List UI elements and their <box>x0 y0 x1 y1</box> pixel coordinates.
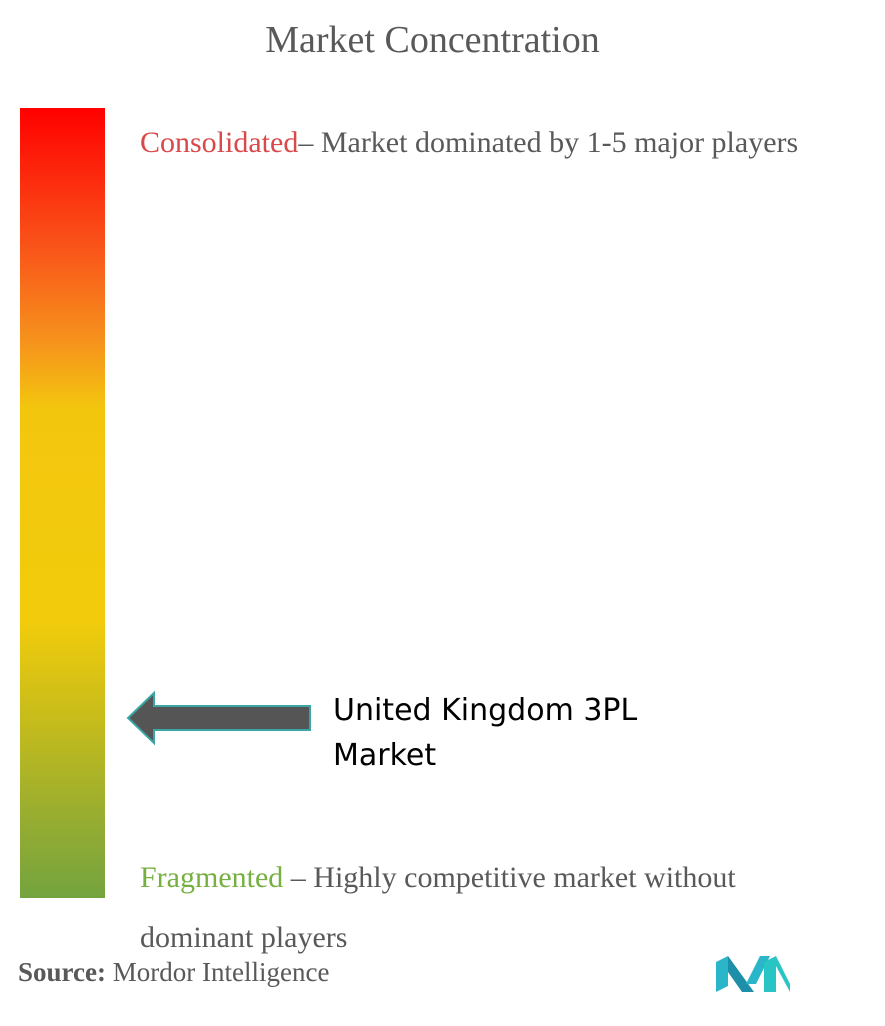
fragmented-label: Fragmented <box>140 861 284 894</box>
consolidated-label: Consolidated <box>140 126 299 159</box>
source: Source: Mordor Intelligence <box>18 957 329 988</box>
fragmented-text: Fragmented – Highly competitive market w… <box>140 848 840 968</box>
logo-part <box>716 956 728 992</box>
consolidated-text: Consolidated– Market dominated by 1-5 ma… <box>140 113 840 173</box>
concentration-gradient <box>20 108 105 898</box>
marker-arrow <box>126 690 311 746</box>
arrow-shape <box>126 690 311 746</box>
fragmented-description: – Highly competitive market without domi… <box>140 861 736 954</box>
marker-label: United Kingdom 3PL Market <box>333 693 638 773</box>
logo-part <box>764 956 790 992</box>
source-label: Source: <box>18 957 106 987</box>
source-name: Mordor Intelligence <box>112 957 330 987</box>
logo-part <box>728 956 754 992</box>
title: Market Concentration <box>265 19 600 61</box>
logo <box>716 956 790 992</box>
consolidated-description: – Market dominated by 1-5 major players <box>298 126 799 159</box>
